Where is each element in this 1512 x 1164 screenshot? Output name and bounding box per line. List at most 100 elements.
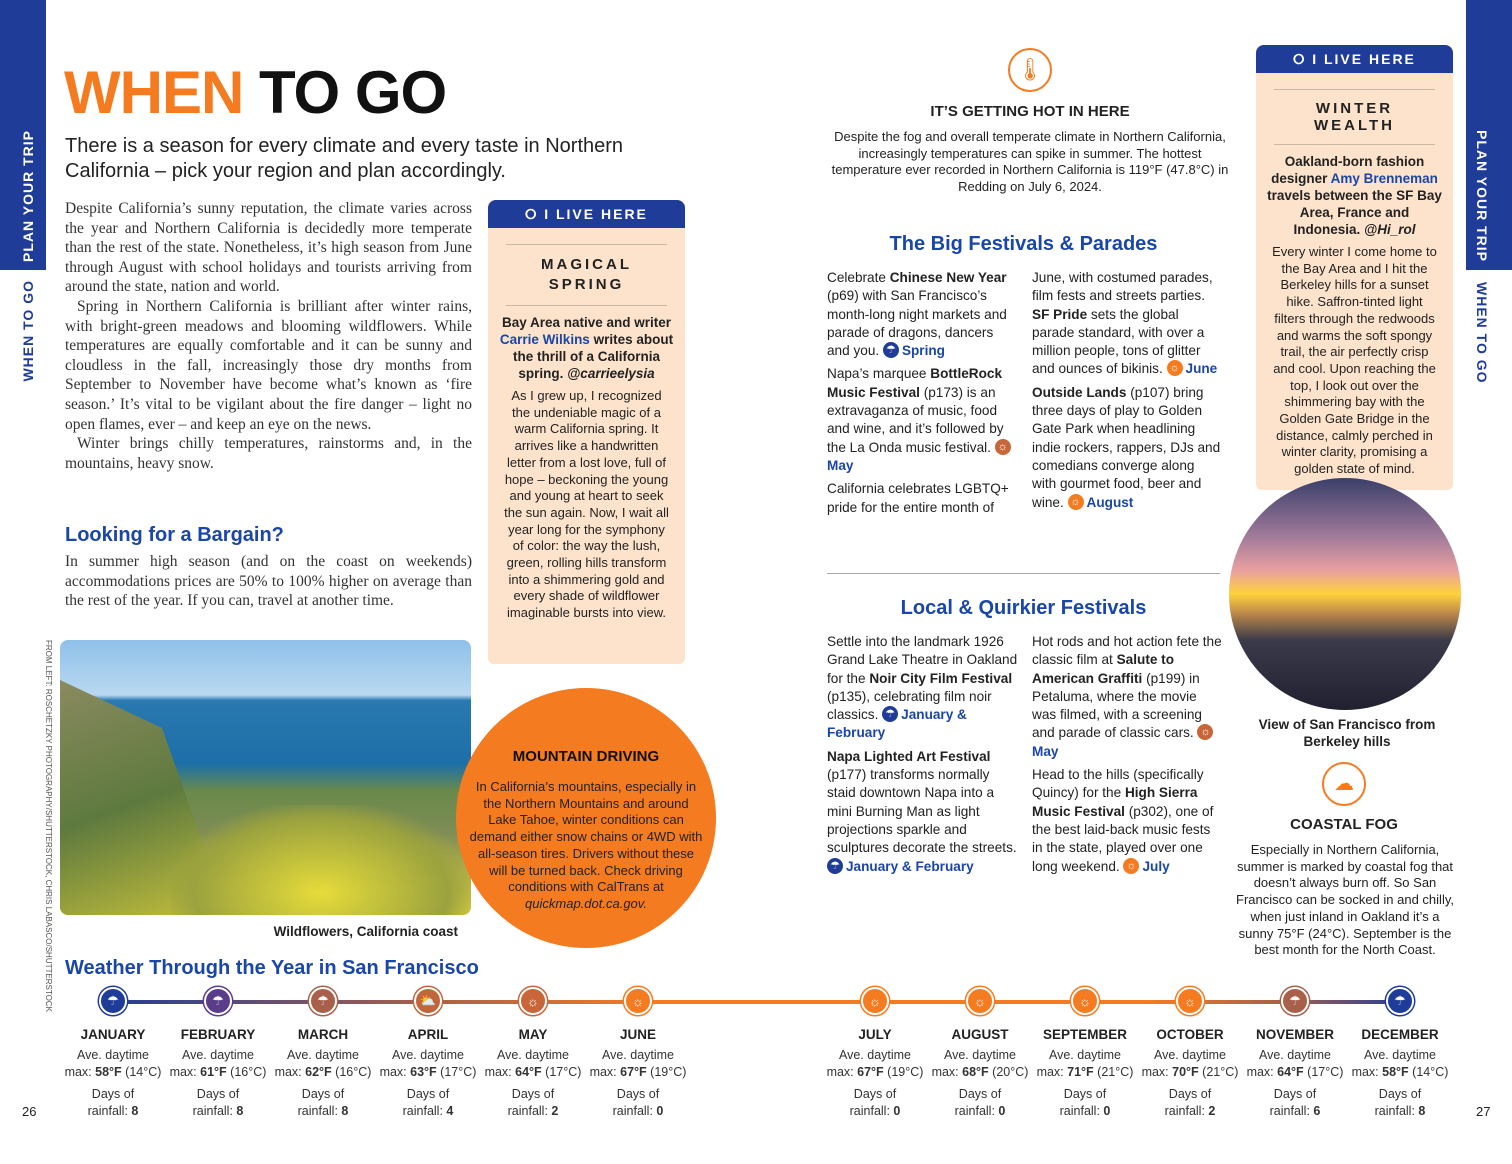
live-here-intro: Bay Area native and writer Carrie Wilkin… — [498, 314, 675, 382]
live-here-badge: ⭘ I LIVE HERE — [1256, 45, 1453, 73]
month-rain: Days of rainfall: 8 — [297, 1087, 349, 1118]
fog-cloud-icon: ☁ — [1322, 762, 1366, 806]
sun-icon: ☼ — [994, 438, 1011, 455]
left-section-tab — [0, 0, 46, 270]
month-name: JULY — [858, 1027, 892, 1042]
paragraph: Settle into the landmark 1926 Grand Lake… — [827, 633, 1019, 743]
highlight-text: High Sierra Music Festival — [1032, 785, 1198, 819]
text-segment: Celebrate — [827, 270, 890, 285]
partly-cloudy-icon: ⛅ — [414, 987, 442, 1015]
month-temp: Ave. daytime max: 68°F (20°C) — [931, 1048, 1029, 1079]
highlight-text: Amy Brenneman — [1330, 171, 1438, 186]
paragraph: June, with costumed parades, film fests … — [1032, 269, 1222, 379]
month-rain: Days of rainfall: 2 — [507, 1087, 559, 1118]
highlight-text: Chinese New Year — [889, 270, 1007, 285]
body-text: Despite California’s sunny reputation, t… — [65, 199, 472, 473]
month-september: ☼ SEPTEMBER Ave. daytime max: 71°F (21°C)… — [1033, 987, 1137, 1120]
text-segment: Winter brings chilly temperatures, rains… — [65, 435, 472, 472]
month-name: DECEMBER — [1361, 1027, 1439, 1042]
weather-heading: Weather Through the Year in San Francisc… — [65, 957, 479, 979]
month-april: ⛅ APRIL Ave. daytime max: 63°F (17°C) Day… — [376, 987, 480, 1120]
month-rain: Days of rainfall: 6 — [1269, 1087, 1321, 1118]
mountain-driving-title: MOUNTAIN DRIVING — [512, 748, 660, 765]
paragraph: Spring in Northern California is brillia… — [65, 297, 472, 434]
month-march: ☂ MARCH Ave. daytime max: 62°F (16°C) Day… — [271, 987, 375, 1120]
month-october: ☼ OCTOBER Ave. daytime max: 70°F (21°C) D… — [1138, 987, 1242, 1120]
month-rain: Days of rainfall: 0 — [849, 1087, 901, 1118]
month-rain: Days of rainfall: 0 — [612, 1087, 664, 1118]
right-chapter-label: WHEN TO GO — [1474, 282, 1490, 384]
photo-caption-sf: View of San Francisco from Berkeley hill… — [1258, 717, 1436, 749]
month-temp: Ave. daytime max: 63°F (17°C) — [379, 1048, 477, 1079]
month-rain: Days of rainfall: 8 — [192, 1087, 244, 1118]
spring-rain-icon: ☂ — [882, 342, 899, 359]
month-january: ☂ JANUARY Ave. daytime max: 58°F (14°C) D… — [61, 987, 165, 1120]
sun-icon: ☼ — [1176, 987, 1204, 1015]
rain-icon: ☂ — [882, 706, 899, 723]
live-here-title: MAGICAL SPRING — [506, 244, 667, 306]
bargain-text: In summer high season (and on the coast … — [65, 553, 472, 610]
left-section-label: PLAN YOUR TRIP — [20, 130, 36, 262]
live-here-box-spring: ⭘ I LIVE HERE MAGICAL SPRING Bay Area na… — [488, 200, 685, 664]
san-francisco-photo — [1229, 478, 1461, 710]
rain-icon: ☂ — [1386, 987, 1414, 1015]
paragraph: Napa Lighted Art Festival (p177) transfo… — [827, 748, 1019, 876]
big-festivals-col2: June, with costumed parades, film fests … — [1032, 269, 1222, 512]
highlight-text: June — [1185, 361, 1218, 377]
sun-icon: ☼ — [1197, 724, 1214, 741]
photo-credit: FROM LEFT: ROSCHETZKY PHOTOGRAPHY/SHUTTE… — [44, 640, 53, 1012]
month-name: NOVEMBER — [1255, 1027, 1334, 1042]
wildflowers-photo — [60, 640, 471, 915]
location-pin-icon: ⭘ — [525, 206, 545, 222]
text-segment: Head to the hills (specifically Quincy) … — [1032, 767, 1204, 801]
right-section-label: PLAN YOUR TRIP — [1474, 130, 1490, 262]
section-divider — [827, 573, 1220, 574]
rain-icon: ☂ — [99, 987, 127, 1015]
highlight-text: @Hi_rol — [1364, 222, 1416, 237]
rain-icon: ☂ — [309, 987, 337, 1015]
live-here-quote: As I grew up, I recognized the undeniabl… — [504, 388, 669, 621]
month-name: AUGUST — [951, 1027, 1009, 1042]
month-name: MAY — [518, 1027, 548, 1042]
sun-icon: ☼ — [1166, 360, 1183, 377]
mountain-driving-callout: MOUNTAIN DRIVING In California’s mountai… — [456, 688, 716, 948]
highlight-text: July — [1142, 858, 1170, 874]
month-temp: Ave. daytime max: 67°F (19°C) — [826, 1048, 924, 1079]
month-name: FEBRUARY — [180, 1027, 256, 1042]
photo-caption-wildflowers: Wildflowers, California coast — [273, 924, 458, 939]
text-segment: Oakland-born fashion designer — [1271, 154, 1425, 186]
month-november: ☂ NOVEMBER Ave. daytime max: 64°F (17°C) … — [1243, 987, 1347, 1120]
highlight-text: SF Pride — [1032, 306, 1088, 322]
month-temp: Ave. daytime max: 70°F (21°C) — [1141, 1048, 1239, 1079]
text-segment: Despite California’s sunny reputation, t… — [65, 200, 472, 296]
paragraph: Napa’s marquee BottleRock Music Festival… — [827, 365, 1019, 475]
sun-icon: ☼ — [966, 987, 994, 1015]
month-june: ☼ JUNE Ave. daytime max: 67°F (19°C) Days… — [586, 987, 690, 1120]
month-rain: Days of rainfall: 2 — [1164, 1087, 1216, 1118]
highlight-text: August — [1086, 494, 1134, 510]
live-here-badge: ⭘ I LIVE HERE — [488, 200, 685, 228]
month-name: SEPTEMBER — [1042, 1027, 1127, 1042]
local-festivals-col2: Hot rods and hot action fete the classic… — [1032, 633, 1222, 876]
intro-text: There is a season for every climate and … — [65, 135, 624, 182]
paragraph: Winter brings chilly temperatures, rains… — [65, 434, 472, 473]
text-segment: (p177) transforms normally staid downtow… — [827, 767, 1017, 856]
month-temp: Ave. daytime max: 67°F (19°C) — [589, 1048, 687, 1079]
location-pin-icon: ⭘ — [1293, 51, 1313, 67]
text-segment: Settle into the landmark 1926 Grand Lake… — [827, 634, 1018, 686]
month-rain: Days of rainfall: 0 — [1059, 1087, 1111, 1118]
rain-icon: ☂ — [827, 857, 843, 874]
month-temp: Ave. daytime max: 64°F (17°C) — [1246, 1048, 1344, 1079]
rain-icon: ☂ — [1281, 987, 1309, 1015]
text-segment: Spring in Northern California is brillia… — [65, 297, 472, 433]
highlight-text: Napa Lighted Art Festival — [827, 748, 991, 764]
month-temp: Ave. daytime max: 64°F (17°C) — [484, 1048, 582, 1079]
text-segment: (p107) bring three days of play to Golde… — [1032, 384, 1221, 510]
month-temp: Ave. daytime max: 58°F (14°C) — [1351, 1048, 1449, 1079]
highlight-text: Carrie Wilkins — [499, 332, 590, 347]
caltrans-link[interactable]: quickmap.dot.ca.gov. — [525, 895, 647, 911]
fog-text: Especially in Northern California, summe… — [1236, 842, 1454, 958]
month-name: JUNE — [619, 1027, 656, 1042]
title-part-1: WHEN — [64, 59, 244, 126]
paragraph: Hot rods and hot action fete the classic… — [1032, 633, 1222, 761]
